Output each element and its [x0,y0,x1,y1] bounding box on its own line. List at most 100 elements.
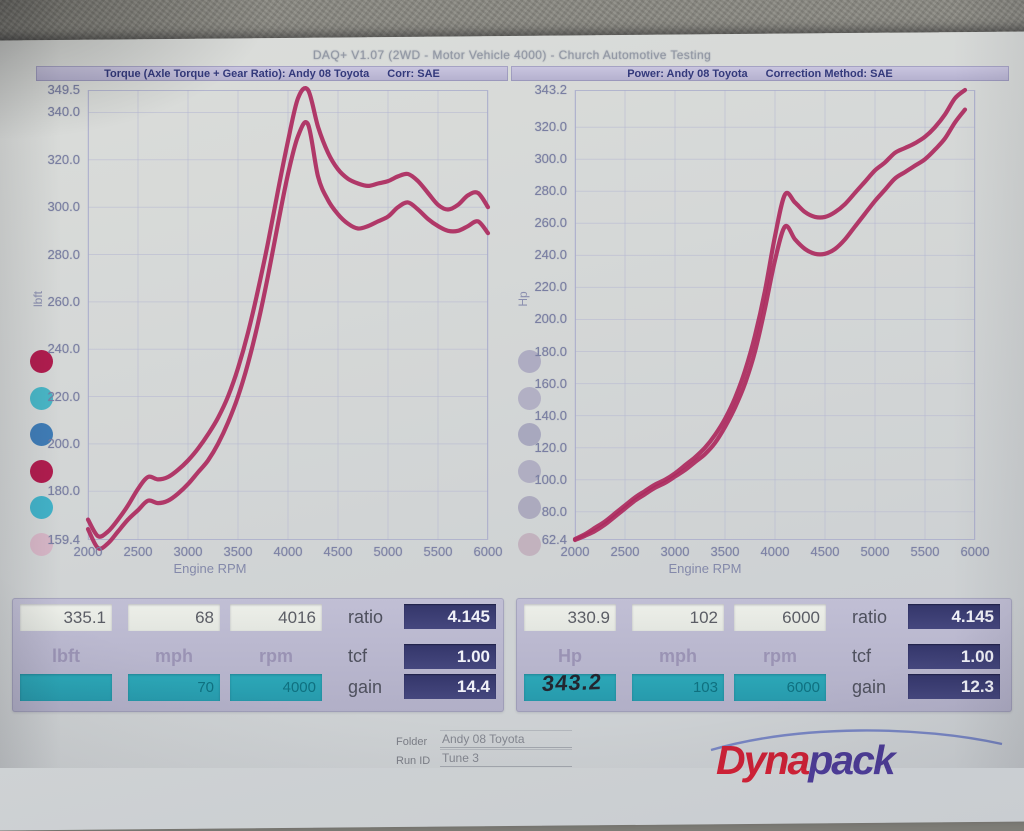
legend-dot [30,496,53,519]
y-tick-label: 240.0 [534,247,567,263]
y-tick-label: 260.0 [47,293,80,309]
y-tick-label: 280.0 [47,246,80,262]
power-unit-label: Hp [558,646,582,666]
speed-value-field: 102 [632,604,724,631]
ratio-value-field: 4.145 [404,604,496,629]
x-tick-label: 4000 [760,544,790,559]
y-tick-label: 62.4 [541,532,567,547]
y-tick-label: 220.0 [47,388,80,404]
torque-cursor-field [20,674,112,701]
folder-row: Folder Andy 08 Toyota [396,729,626,748]
run-id-row: Run ID Tune 3 [396,748,626,767]
power-chart-correction: Correction Method: SAE [765,67,893,80]
speed-value-field: 68 [128,604,220,631]
rpm-cursor-field: 4000 [230,674,322,701]
torque-chart-title: Torque (Axle Torque + Gear Ratio): Andy … [104,67,370,80]
rpm-value-field: 6000 [734,604,826,631]
gain-value-field: 12.3 [908,674,1000,699]
rpm-unit-label: rpm [258,646,293,666]
power-chart-titlebar: Power: Andy 08 Toyota Correction Method:… [511,66,1009,81]
y-tick-label: 200.0 [534,311,567,327]
x-tick-label: 5000 [860,544,890,559]
speed-cursor-field: 70 [128,674,220,701]
x-tick-label: 4500 [323,544,353,559]
torque-chart-correction: Corr: SAE [387,67,440,80]
y-tick-label: 300.0 [47,199,80,215]
torque-x-axis-label: Engine RPM [173,561,247,576]
power-chart-title: Power: Andy 08 Toyota [627,67,748,80]
x-tick-label: 4500 [810,544,840,559]
gain-label: gain [348,677,383,697]
y-tick-label: 320.0 [534,119,567,135]
legend-dot [518,459,541,483]
rpm-value-field: 4016 [230,604,322,631]
x-tick-label: 5500 [910,544,940,559]
page-title: DAQ+ V1.07 (2WD - Motor Vehicle 4000) - … [312,48,712,62]
x-tick-label: 5000 [373,544,403,559]
legend-dot [518,386,541,410]
power-cursor-field [524,674,616,701]
y-tick-label: 200.0 [47,435,80,451]
y-tick-label: 320.0 [47,151,80,167]
ratio-label: ratio [348,607,384,627]
y-tick-label: 159.4 [47,532,80,547]
power-y-axis-unit: Hp [516,291,530,307]
legend-dot [518,496,541,519]
x-tick-label: 2000 [560,544,590,559]
legend-dot [30,459,53,483]
x-tick-label: 6000 [960,544,990,559]
logo-wordmark: Dynapack [716,737,896,783]
y-tick-label: 240.0 [47,341,80,357]
power-value-field: 330.9 [524,604,616,631]
torque-chart: Torque (Axle Torque + Gear Ratio): Andy … [10,64,510,600]
legend-dot [30,350,53,373]
y-tick-label: 80.0 [541,503,567,519]
torque-value-field: 335.1 [20,604,112,631]
y-tick-label: 140.0 [534,407,567,423]
tcf-value-field: 1.00 [908,644,1000,669]
y-tick-label: 120.0 [534,439,567,455]
y-tick-label: 180.0 [534,343,567,359]
printout-content: DAQ+ V1.07 (2WD - Motor Vehicle 4000) - … [10,48,1017,781]
legend-dot [518,350,541,373]
y-tick-label: 180.0 [47,483,80,499]
x-tick-label: 3000 [173,544,203,559]
logo-pack-text: pack [808,737,895,783]
tcf-value-field: 1.00 [404,644,496,669]
torque-plot-area [85,86,491,551]
y-tick-label: 160.0 [534,375,567,391]
logo-swoosh-icon [710,729,1003,752]
y-tick-label: 220.0 [534,279,567,295]
torque-chart-titlebar: Torque (Axle Torque + Gear Ratio): Andy … [36,66,508,81]
x-tick-label: 2500 [610,544,640,559]
logo-dyna-text: Dyna [716,737,810,783]
x-tick-label: 5500 [423,544,453,559]
torque-data-panel: 335.1 68 4016 ratio 4.145 lbft mph rpm t… [12,598,504,712]
run-info-footer: Folder Andy 08 Toyota Run ID Tune 3 [396,729,626,767]
power-chart: Power: Andy 08 Toyota Correction Method:… [505,64,1017,600]
tcf-label: tcf [852,646,872,666]
handwritten-peak-power-note: 343.2 [540,668,604,697]
y-tick-label: 349.5 [47,82,80,97]
ratio-value-field: 4.145 [908,604,1000,629]
folder-value: Andy 08 Toyota [440,730,572,748]
x-tick-label: 3500 [710,544,740,559]
y-tick-label: 280.0 [534,183,567,199]
legend-dot [30,532,53,556]
y-tick-label: 260.0 [534,215,567,231]
run-id-value: Tune 3 [440,749,572,767]
x-tick-label: 2500 [123,544,153,559]
power-plot-area [572,87,976,543]
power-data-panel: 330.9 102 6000 ratio 4.145 Hp mph rpm tc… [516,598,1012,712]
speed-unit-label: mph [155,646,193,666]
speed-cursor-field: 103 [632,674,724,701]
rpm-cursor-field: 6000 [734,674,826,701]
power-x-axis-label: Engine RPM [668,561,742,576]
gain-value-field: 14.4 [404,674,496,699]
folder-label: Folder [396,736,428,748]
dynapack-logo: Dynapack [698,729,1020,792]
x-tick-label: 4000 [273,544,303,559]
gain-label: gain [852,677,887,697]
y-tick-label: 100.0 [534,471,567,487]
legend-dot [518,532,541,556]
